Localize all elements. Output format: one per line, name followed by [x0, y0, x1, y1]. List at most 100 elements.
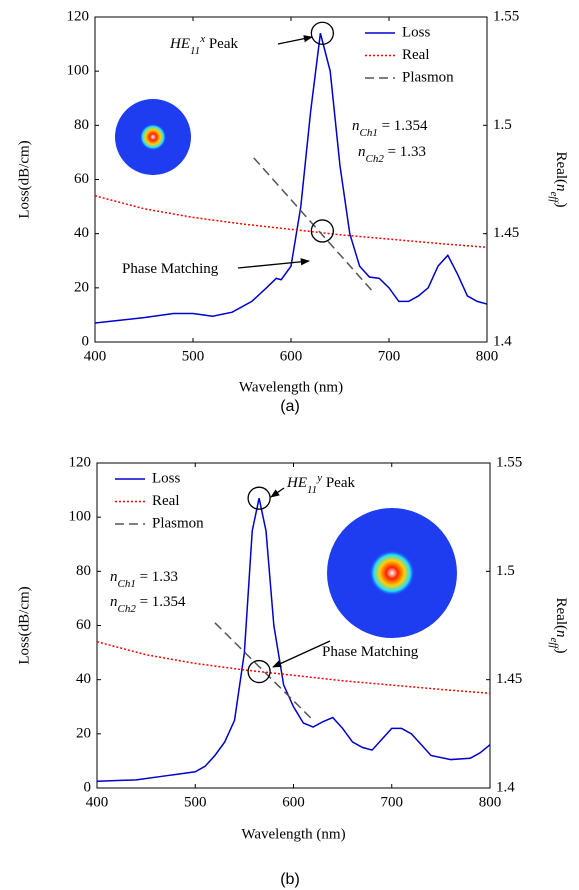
x-tick-label: 700: [381, 794, 404, 810]
annotation: nCh2 = 1.354: [110, 594, 186, 614]
annotation-arrow: [270, 487, 285, 498]
highlight-circle: [247, 659, 271, 684]
annotation: HE11y Peak: [286, 472, 355, 496]
text-part: = 1.33: [136, 569, 178, 585]
text-part: ): [553, 648, 569, 653]
y2-axis-label: Real(neff): [548, 598, 568, 654]
x-tick-label: 400: [86, 794, 109, 810]
y-tick-label: 120: [67, 8, 90, 24]
series-line: [94, 195, 488, 249]
y-tick-label: 40: [74, 225, 89, 241]
text-part: Phase Matching: [122, 261, 219, 277]
text-part: 11: [190, 45, 200, 57]
y-axis-label: Loss(dB/cm): [16, 586, 32, 664]
text-part: n: [553, 184, 569, 192]
y-axis-label: Loss(dB/cm): [16, 140, 32, 218]
plot-frame: [94, 16, 488, 343]
text-part: n: [358, 144, 366, 160]
annotation: Phase Matching: [122, 261, 219, 277]
x-tick-label: 500: [182, 348, 205, 364]
x-tick-label: 600: [282, 794, 305, 810]
text-part: n: [553, 630, 569, 638]
text-part: n: [110, 594, 118, 610]
text-part: x: [199, 33, 205, 45]
text-part: ): [553, 202, 569, 207]
y-tick-label: 0: [84, 779, 92, 795]
text-part: Peak: [322, 475, 355, 491]
x-axis-label: Wavelength (nm): [239, 379, 343, 395]
caption: (a): [280, 398, 300, 415]
y-tick-label: 40: [76, 671, 91, 687]
legend-label: Plasmon: [402, 69, 454, 85]
text-part: HE: [286, 475, 307, 491]
x-tick-label: 500: [184, 794, 207, 810]
caption: (b): [280, 871, 300, 888]
annotation: HE11x Peak: [169, 33, 238, 57]
text-part: eff: [548, 191, 560, 204]
text-part: Real(: [553, 598, 569, 630]
x-tick-label: 400: [84, 348, 107, 364]
highlight-circle: [310, 219, 335, 243]
annotation: nCh1 = 1.33: [110, 569, 178, 589]
legend-label: Loss: [402, 24, 431, 40]
y-tick-label: 60: [74, 171, 89, 187]
annotation-arrow: [237, 258, 310, 269]
y2-tick-label: 1.55: [493, 8, 519, 24]
highlight-circle: [247, 486, 271, 510]
inset-mode-core: [139, 123, 167, 151]
text-part: Peak: [205, 36, 238, 52]
y-tick-label: 20: [76, 725, 91, 741]
y-tick-label: 80: [76, 563, 91, 579]
legend-label: Real: [152, 493, 180, 509]
annotation: nCh2 = 1.33: [358, 144, 426, 164]
y2-tick-label: 1.55: [496, 454, 522, 470]
x-tick-label: 800: [476, 348, 499, 364]
y-tick-label: 100: [69, 509, 92, 525]
y-tick-label: 80: [74, 117, 89, 133]
text-part: y: [316, 472, 322, 484]
y2-tick-label: 1.45: [493, 225, 519, 241]
text-part: n: [352, 118, 360, 134]
legend-label: Plasmon: [152, 515, 204, 531]
legend-label: Loss: [152, 470, 181, 486]
y-tick-label: 20: [74, 279, 89, 295]
y2-tick-label: 1.5: [493, 117, 512, 133]
legend-label: Real: [402, 47, 430, 63]
highlight-circle: [310, 21, 335, 45]
annotation: nCh1 = 1.354: [352, 118, 428, 138]
text-part: 11: [307, 484, 317, 496]
series-line: [94, 33, 488, 324]
text-part: = 1.354: [378, 118, 428, 134]
y-tick-label: 60: [76, 617, 91, 633]
annotation-arrow: [277, 35, 313, 45]
annotation: Phase Matching: [322, 644, 419, 660]
series-line: [96, 498, 491, 782]
y2-axis-label: Real(neff): [548, 152, 568, 208]
text-part: Ch2: [366, 153, 385, 165]
text-part: = 1.354: [136, 594, 186, 610]
y-tick-label: 120: [69, 454, 92, 470]
plot-frame: [96, 462, 491, 789]
y2-tick-label: 1.4: [496, 779, 515, 795]
text-part: Real(: [553, 152, 569, 184]
y-tick-label: 0: [82, 333, 90, 349]
x-tick-label: 800: [479, 794, 502, 810]
y2-tick-label: 1.5: [496, 563, 515, 579]
text-part: = 1.33: [384, 144, 426, 160]
inset-mode-core: [369, 550, 415, 596]
y2-tick-label: 1.4: [493, 333, 512, 349]
x-tick-label: 700: [378, 348, 401, 364]
series-line: [96, 641, 491, 695]
text-part: Ch1: [118, 578, 136, 590]
series-line: [214, 622, 314, 721]
x-tick-label: 600: [280, 348, 303, 364]
text-part: eff: [548, 637, 560, 650]
text-part: HE: [169, 36, 190, 52]
series-line: [253, 157, 375, 294]
text-part: Phase Matching: [322, 644, 419, 660]
y2-tick-label: 1.45: [496, 671, 522, 687]
text-part: Ch1: [360, 127, 378, 139]
text-part: n: [110, 569, 118, 585]
